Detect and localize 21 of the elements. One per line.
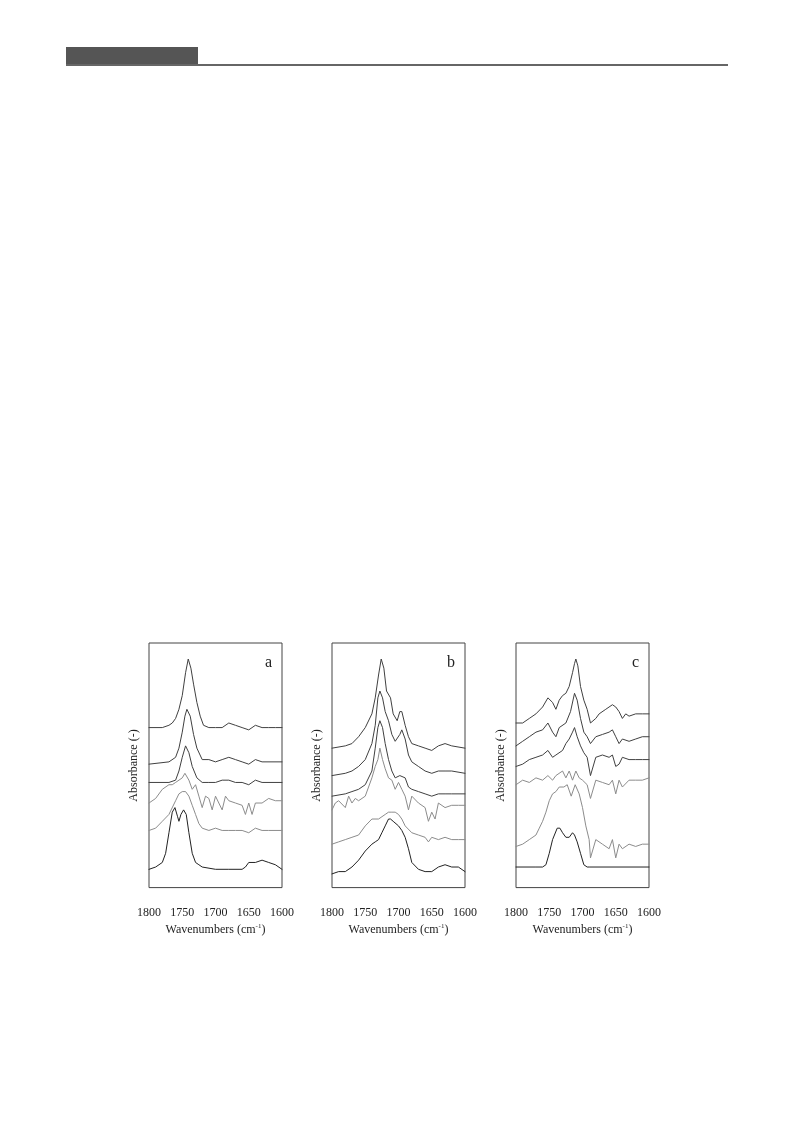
x-tick-label: 1600 xyxy=(453,904,477,919)
y-axis-title: Absorbance (-) xyxy=(309,729,323,802)
x-tick-label: 1700 xyxy=(386,904,411,919)
x-tick-label: 1750 xyxy=(170,904,195,919)
x-tick-label: 1750 xyxy=(353,904,378,919)
x-tick-label: 1800 xyxy=(137,904,161,919)
x-tick-label: 1800 xyxy=(320,904,344,919)
x-tick-label: 1700 xyxy=(570,904,595,919)
annotation: a xyxy=(264,652,273,670)
annotation: b xyxy=(447,652,455,670)
x-tick-label: 1650 xyxy=(603,904,628,919)
x-tick-label: 1750 xyxy=(537,904,562,919)
annotation: c xyxy=(631,652,640,670)
y-axis-title: Absorbance (-) xyxy=(493,729,507,802)
x-tick-label: 1650 xyxy=(419,904,444,919)
x-tick-label: 1600 xyxy=(270,904,294,919)
x-tick-label: 1800 xyxy=(504,904,528,919)
x-tick-label: 1650 xyxy=(236,904,261,919)
x-tick-label: 1600 xyxy=(637,904,661,919)
x-tick-label: 1700 xyxy=(203,904,228,919)
y-axis-title: Absorbance (-) xyxy=(126,729,140,802)
